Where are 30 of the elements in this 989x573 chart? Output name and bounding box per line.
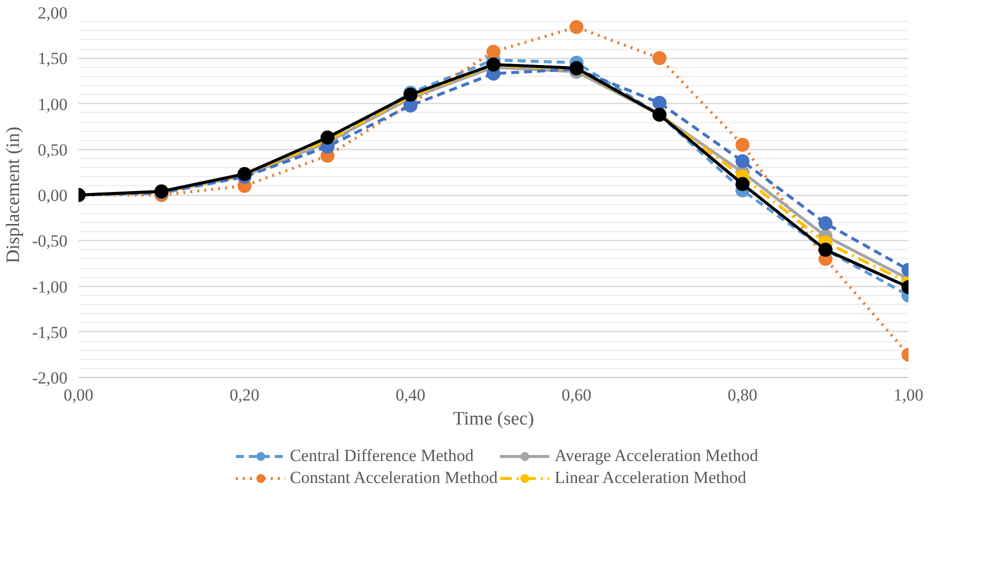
y-tick-label: 1,50 (38, 49, 68, 68)
y-tick-label: -2,00 (32, 368, 68, 388)
point (652, 96, 666, 110)
x-tick-label: 1,00 (894, 386, 924, 404)
legend-label: Central Difference Method (290, 446, 474, 466)
y-tick-label: 1,00 (38, 94, 68, 114)
y-tick-label: 0,00 (38, 186, 68, 205)
point (486, 44, 500, 59)
x-axis-title: Time (sec) (452, 408, 534, 430)
point (736, 177, 750, 192)
y-tick-label: -1,00 (32, 277, 68, 296)
point (320, 130, 334, 144)
legend-label: Constant Acceleration Method (290, 468, 498, 488)
x-tick-label: 0,80 (728, 386, 758, 404)
y-tick-label: 2,00 (38, 4, 68, 22)
y-tick-label: 0,50 (38, 140, 68, 160)
y-tick-label: -1,50 (32, 322, 68, 342)
legend-label: Average Acceleration Method (554, 446, 758, 466)
point (570, 20, 584, 34)
x-tick-label: 0,40 (396, 386, 426, 404)
x-tick-label: 0,20 (230, 386, 260, 404)
y-tick-label: -0,50 (32, 232, 68, 251)
x-tick-label: 0,00 (64, 386, 94, 404)
legend-label: Linear Acceleration Method (554, 468, 746, 488)
y-axis-title: Displacement (in) (3, 126, 24, 264)
point (818, 216, 832, 230)
x-tick-label: 0,60 (562, 386, 592, 404)
point (736, 154, 750, 168)
point (652, 51, 666, 66)
point (736, 138, 750, 152)
